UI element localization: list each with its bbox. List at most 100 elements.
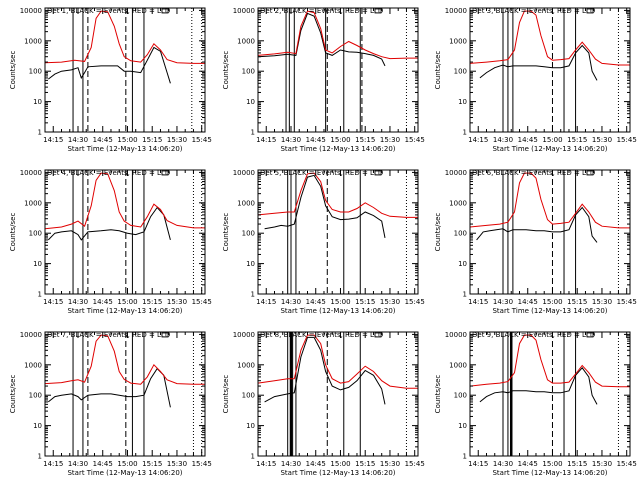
x-tick-label: 14:45 xyxy=(306,460,326,468)
x-axis-label: Start Time (12-May-13 14:06:20) xyxy=(492,307,607,315)
x-tick-label: 15:00 xyxy=(330,136,350,144)
x-tick-label: 14:45 xyxy=(306,298,326,306)
x-tick-label: 14:30 xyxy=(493,136,513,144)
series-events-line xyxy=(476,206,598,243)
y-tick-label: 1 xyxy=(38,129,42,137)
x-tick-label: 15:30 xyxy=(380,136,400,144)
y-tick-label: 100 xyxy=(454,230,467,238)
x-tick-label: 14:45 xyxy=(93,298,113,306)
x-tick-label: 14:15 xyxy=(256,136,276,144)
x-tick-label: 14:15 xyxy=(256,460,276,468)
panel-title: Det 7, BLACK = Events, RED = LLD xyxy=(47,331,170,339)
panel-det-1: 1 10 100 1000 10000 14:15 14:30 14:45 15:00 15:15… xyxy=(9,7,212,153)
plot-frame xyxy=(257,169,419,295)
legend-box xyxy=(161,170,169,176)
x-tick-label: 14:15 xyxy=(256,298,276,306)
x-tick-label: 14:45 xyxy=(93,136,113,144)
series-lld-line xyxy=(258,10,418,60)
y-tick-label: 1 xyxy=(251,129,255,137)
x-tick-label: 15:00 xyxy=(117,136,137,144)
x-tick-label: 15:15 xyxy=(142,298,162,306)
x-tick-label: 15:45 xyxy=(192,460,212,468)
y-tick-label: 1 xyxy=(251,453,255,461)
x-tick-label: 15:45 xyxy=(617,298,637,306)
x-tick-label: 15:30 xyxy=(592,460,612,468)
y-tick-label: 1000 xyxy=(449,199,467,207)
y-tick-label: 10 xyxy=(246,260,255,268)
x-tick-label: 14:30 xyxy=(281,298,301,306)
x-axis-label: Start Time (12-May-13 14:06:20) xyxy=(492,145,607,153)
x-tick-label: 14:30 xyxy=(281,136,301,144)
x-tick-label: 15:30 xyxy=(380,298,400,306)
x-tick-label: 14:30 xyxy=(68,136,88,144)
x-axis-label: Start Time (12-May-13 14:06:20) xyxy=(280,145,395,153)
x-axis-label: Start Time (12-May-13 14:06:20) xyxy=(67,469,182,477)
panel-title: Det 9, BLACK = Events, RED = LLD xyxy=(472,331,595,339)
plot-frame xyxy=(257,7,419,133)
x-tick-label: 15:00 xyxy=(330,298,350,306)
y-tick-label: 10 xyxy=(33,260,42,268)
x-axis-label: Start Time (12-May-13 14:06:20) xyxy=(67,145,182,153)
y-axis-label: Counts/sec xyxy=(9,213,17,252)
x-tick-label: 15:15 xyxy=(567,298,587,306)
series-events-line xyxy=(264,336,386,405)
panel-title: Det 4, BLACK = Events, RED = LLD xyxy=(47,169,170,177)
legend-box xyxy=(161,332,169,338)
series-events-line xyxy=(47,206,171,241)
y-tick-label: 10 xyxy=(458,422,467,430)
y-tick-label: 10000 xyxy=(445,169,467,177)
y-tick-label: 10000 xyxy=(20,7,42,15)
legend-box xyxy=(586,170,594,176)
x-tick-label: 14:45 xyxy=(518,136,538,144)
y-tick-label: 10 xyxy=(458,260,467,268)
y-tick-label: 100 xyxy=(454,68,467,76)
panel-det-4: 1 10 100 1000 10000 14:15 14:30 14:45 15:00 15:15… xyxy=(9,169,212,315)
x-tick-label: 15:45 xyxy=(405,136,425,144)
x-tick-label: 14:15 xyxy=(468,298,488,306)
legend-box xyxy=(161,8,169,14)
x-tick-label: 15:15 xyxy=(567,460,587,468)
x-axis-label: Start Time (12-May-13 14:06:20) xyxy=(280,307,395,315)
y-tick-label: 10000 xyxy=(445,7,467,15)
series-events-line xyxy=(47,367,171,408)
series-lld-line xyxy=(470,334,630,388)
x-tick-label: 15:15 xyxy=(355,136,375,144)
y-tick-label: 10 xyxy=(33,98,42,106)
y-tick-label: 1 xyxy=(463,291,467,299)
x-tick-label: 15:45 xyxy=(617,460,637,468)
x-axis-label: Start Time (12-May-13 14:06:20) xyxy=(492,469,607,477)
series-events-line xyxy=(47,46,171,84)
y-tick-label: 100 xyxy=(29,68,42,76)
x-tick-label: 15:00 xyxy=(542,298,562,306)
y-tick-label: 100 xyxy=(242,68,255,76)
y-tick-label: 1000 xyxy=(24,361,42,369)
y-tick-label: 1000 xyxy=(24,37,42,45)
y-axis-label: Counts/sec xyxy=(222,51,230,90)
series-events-line xyxy=(479,44,598,81)
x-tick-label: 14:30 xyxy=(281,460,301,468)
plot-frame xyxy=(44,331,206,457)
y-tick-label: 100 xyxy=(242,392,255,400)
panel-det-9: 1 10 100 1000 10000 14:15 14:30 14:45 15:00 15:15… xyxy=(434,331,637,477)
y-tick-label: 1000 xyxy=(24,199,42,207)
x-axis-label: Start Time (12-May-13 14:06:20) xyxy=(67,307,182,315)
plot-frame xyxy=(469,331,631,457)
series-lld-line xyxy=(258,334,418,389)
panel-det-6: 1 10 100 1000 10000 14:15 14:30 14:45 15:00 15:15… xyxy=(434,169,637,315)
x-tick-label: 14:30 xyxy=(68,460,88,468)
x-tick-label: 14:15 xyxy=(43,298,63,306)
x-tick-label: 14:45 xyxy=(306,136,326,144)
x-tick-label: 14:30 xyxy=(493,460,513,468)
x-tick-label: 14:45 xyxy=(93,460,113,468)
plot-frame xyxy=(469,7,631,133)
y-tick-label: 1000 xyxy=(237,199,255,207)
y-axis-label: Counts/sec xyxy=(9,375,17,414)
y-tick-label: 1000 xyxy=(449,37,467,45)
x-tick-label: 15:45 xyxy=(192,298,212,306)
x-tick-label: 15:45 xyxy=(617,136,637,144)
y-tick-label: 100 xyxy=(454,392,467,400)
panel-title: Det 6, BLACK = Events, RED = LLD xyxy=(472,169,595,177)
y-tick-label: 1000 xyxy=(449,361,467,369)
legend-box xyxy=(374,170,382,176)
